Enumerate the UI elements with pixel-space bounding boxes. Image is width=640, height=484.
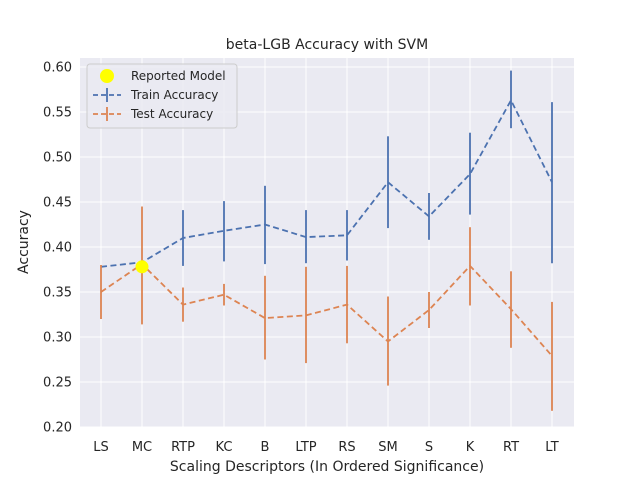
series-layer xyxy=(100,70,553,411)
legend-label-test: Test Accuracy xyxy=(130,107,213,121)
y-tick-label: 0.30 xyxy=(43,331,72,346)
y-tick-label: 0.20 xyxy=(43,421,72,436)
x-tick-label: K xyxy=(466,440,475,455)
x-tick-label: LT xyxy=(545,440,558,455)
x-tick-label: RTP xyxy=(171,440,195,455)
x-tick-label: MC xyxy=(132,440,152,455)
x-tick-label: LS xyxy=(93,440,109,455)
y-tick-label: 0.25 xyxy=(43,376,72,391)
x-tick-label: RS xyxy=(338,440,355,455)
legend-label-train: Train Accuracy xyxy=(130,88,218,102)
reported-model-marker xyxy=(135,260,149,274)
y-axis-label: Accuracy xyxy=(16,210,32,274)
x-tick-label: LTP xyxy=(295,440,316,455)
x-tick-label: RT xyxy=(503,440,519,455)
y-tick-label: 0.55 xyxy=(43,106,72,121)
test-accuracy-line xyxy=(100,262,553,357)
x-tick-label: S xyxy=(425,440,433,455)
legend-box xyxy=(86,63,238,129)
x-tick-label: B xyxy=(261,440,270,455)
x-axis-label: Scaling Descriptors (In Ordered Signific… xyxy=(170,459,484,475)
y-tick-label: 0.50 xyxy=(43,151,72,166)
legend-marker-reported-model xyxy=(100,69,114,83)
y-tick-label: 0.35 xyxy=(43,286,72,301)
legend: Reported Model Train Accuracy Test Accur… xyxy=(86,63,238,129)
y-tick-label: 0.40 xyxy=(43,241,72,256)
tick-layer: 0.20 0.25 0.30 0.35 0.40 0.45 0.50 0.55 0.60 LS MC… xyxy=(43,61,559,456)
chart-title: beta-LGB Accuracy with SVM xyxy=(226,37,428,53)
train-accuracy-line xyxy=(100,98,553,268)
legend-label-reported-model: Reported Model xyxy=(131,69,226,83)
x-tick-label: SM xyxy=(378,440,397,455)
y-tick-label: 0.60 xyxy=(43,61,72,76)
y-tick-label: 0.45 xyxy=(43,196,72,211)
x-tick-label: KC xyxy=(216,440,233,455)
